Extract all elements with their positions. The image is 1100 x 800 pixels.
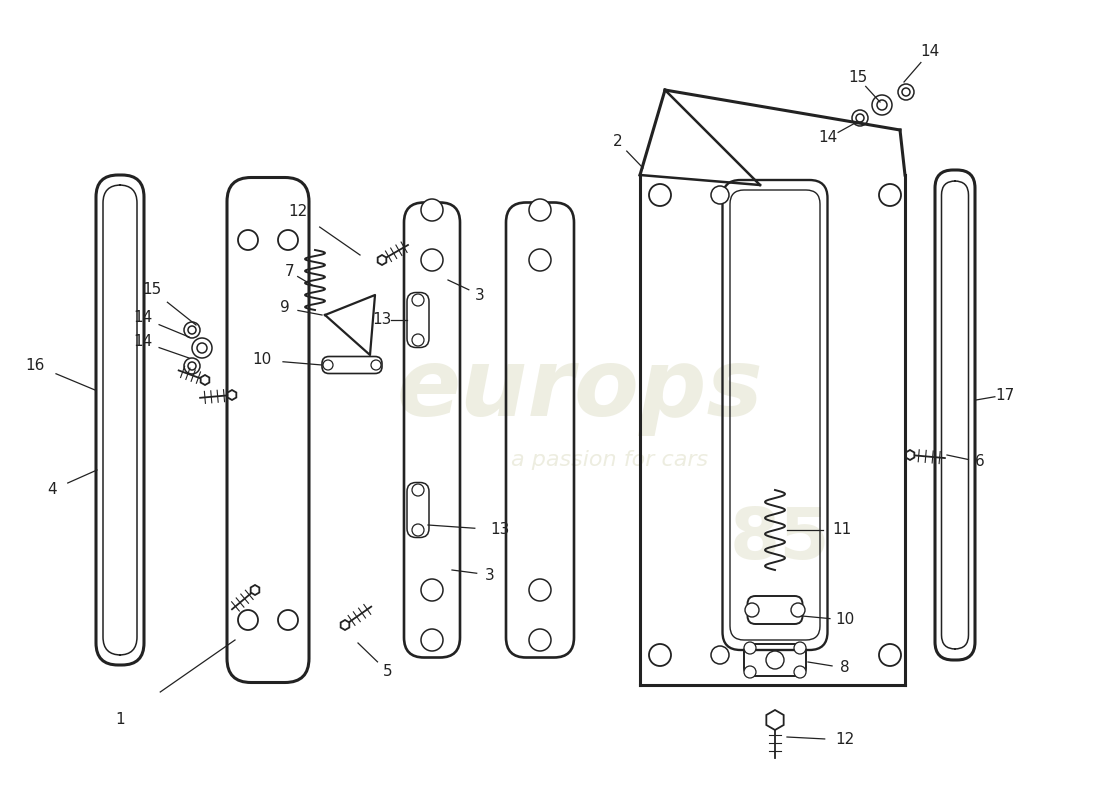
Text: 3: 3 <box>485 567 495 582</box>
Circle shape <box>711 646 729 664</box>
Polygon shape <box>251 585 260 595</box>
Circle shape <box>421 199 443 221</box>
Circle shape <box>412 294 424 306</box>
Polygon shape <box>200 375 209 385</box>
Text: 8: 8 <box>840 661 850 675</box>
Circle shape <box>188 326 196 334</box>
Text: 13: 13 <box>372 313 392 327</box>
Text: 9: 9 <box>280 301 290 315</box>
Circle shape <box>278 610 298 630</box>
Text: 11: 11 <box>833 522 851 538</box>
Circle shape <box>412 524 424 536</box>
Polygon shape <box>767 710 783 730</box>
Circle shape <box>745 603 759 617</box>
Text: 6: 6 <box>975 454 984 470</box>
Text: 14: 14 <box>921 45 939 59</box>
Circle shape <box>238 610 258 630</box>
Circle shape <box>421 629 443 651</box>
Text: 12: 12 <box>288 205 308 219</box>
Circle shape <box>412 484 424 496</box>
Text: 5: 5 <box>383 665 393 679</box>
Circle shape <box>529 579 551 601</box>
Circle shape <box>744 642 756 654</box>
Circle shape <box>323 360 333 370</box>
Text: 12: 12 <box>835 733 855 747</box>
Text: 1: 1 <box>116 713 124 727</box>
Text: 15: 15 <box>142 282 162 298</box>
Text: europs: europs <box>397 344 763 436</box>
Circle shape <box>711 186 729 204</box>
Text: 14: 14 <box>818 130 837 146</box>
Polygon shape <box>377 255 386 265</box>
Text: 10: 10 <box>835 613 855 627</box>
Circle shape <box>877 100 887 110</box>
Circle shape <box>649 644 671 666</box>
Circle shape <box>879 184 901 206</box>
Text: 17: 17 <box>996 387 1014 402</box>
Circle shape <box>197 343 207 353</box>
Circle shape <box>766 651 784 669</box>
Text: a passion for cars: a passion for cars <box>512 450 708 470</box>
Circle shape <box>879 644 901 666</box>
Text: 14: 14 <box>133 310 153 326</box>
Circle shape <box>421 249 443 271</box>
Circle shape <box>902 88 910 96</box>
Circle shape <box>529 629 551 651</box>
Polygon shape <box>341 620 350 630</box>
Polygon shape <box>228 390 236 400</box>
Text: 2: 2 <box>613 134 623 150</box>
Text: 13: 13 <box>491 522 509 538</box>
Text: 7: 7 <box>285 265 295 279</box>
Circle shape <box>412 334 424 346</box>
Circle shape <box>192 338 212 358</box>
Circle shape <box>649 184 671 206</box>
Circle shape <box>184 322 200 338</box>
Text: 14: 14 <box>133 334 153 350</box>
Text: 15: 15 <box>848 70 868 86</box>
Circle shape <box>184 358 200 374</box>
Circle shape <box>421 579 443 601</box>
Circle shape <box>371 360 381 370</box>
Circle shape <box>529 199 551 221</box>
Circle shape <box>794 642 806 654</box>
Circle shape <box>872 95 892 115</box>
Circle shape <box>852 110 868 126</box>
Polygon shape <box>905 450 914 460</box>
Circle shape <box>529 249 551 271</box>
Text: 10: 10 <box>252 353 272 367</box>
Circle shape <box>278 230 298 250</box>
Circle shape <box>794 666 806 678</box>
Text: 3: 3 <box>475 287 485 302</box>
Text: 4: 4 <box>47 482 57 498</box>
Circle shape <box>744 666 756 678</box>
Circle shape <box>898 84 914 100</box>
Circle shape <box>238 230 258 250</box>
Text: 85: 85 <box>729 506 830 574</box>
Circle shape <box>856 114 864 122</box>
Circle shape <box>188 362 196 370</box>
Circle shape <box>791 603 805 617</box>
Text: 16: 16 <box>25 358 45 373</box>
